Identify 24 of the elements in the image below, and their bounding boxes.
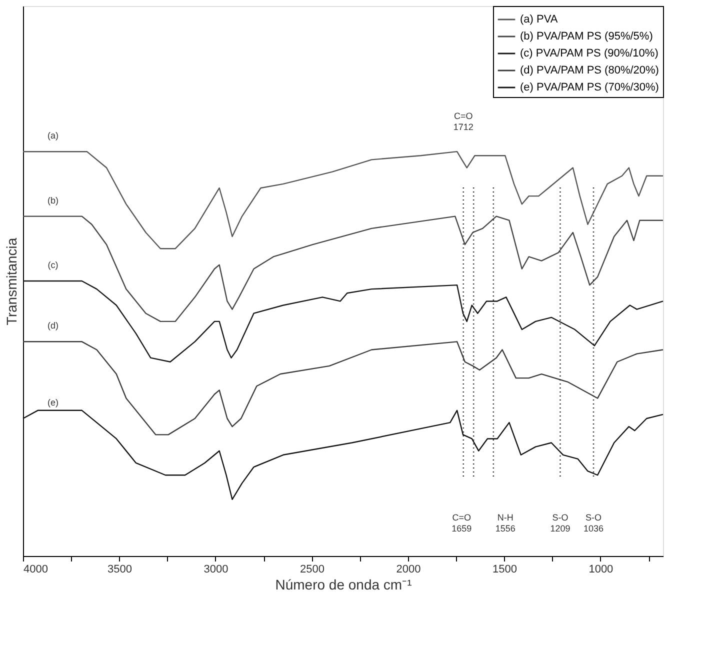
legend-label: (b) PVA/PAM PS (95%/5%) xyxy=(520,30,653,42)
x-tick-label: 1000 xyxy=(588,564,614,576)
legend-label: (e) PVA/PAM PS (70%/30%) xyxy=(520,82,659,94)
annotation: S-O 1036 xyxy=(584,512,604,534)
annotation: C=O 1659 xyxy=(452,512,472,534)
legend-label: (a) PVA xyxy=(520,14,558,26)
x-tick-label: 3500 xyxy=(108,564,132,576)
annotation: N-H 1556 xyxy=(495,512,516,534)
legend-label: (c) PVA/PAM PS (90%/10%) xyxy=(520,48,658,60)
annotation: (c) xyxy=(48,260,58,270)
y-axis-title: Transmitancia xyxy=(4,238,20,326)
text: C=O 1712 xyxy=(453,111,474,132)
x-tick-label: 3000 xyxy=(204,564,228,576)
annotation: (b) xyxy=(48,195,58,206)
legend-label: (d) PVA/PAM PS (80%/20%) xyxy=(520,64,659,76)
x-tick-label: 2500 xyxy=(300,564,324,576)
annotation: (d) xyxy=(48,320,58,331)
text: (a) xyxy=(48,130,58,141)
x-tick-label: 2000 xyxy=(396,564,421,576)
annotation: S-O 1209 xyxy=(550,512,570,534)
x-axis-title: Número de onda cm⁻¹ xyxy=(275,576,412,592)
x-tick-label: 1500 xyxy=(492,564,517,576)
annotation: (e) xyxy=(48,398,58,408)
x-tick-label: 4000 xyxy=(24,564,48,576)
